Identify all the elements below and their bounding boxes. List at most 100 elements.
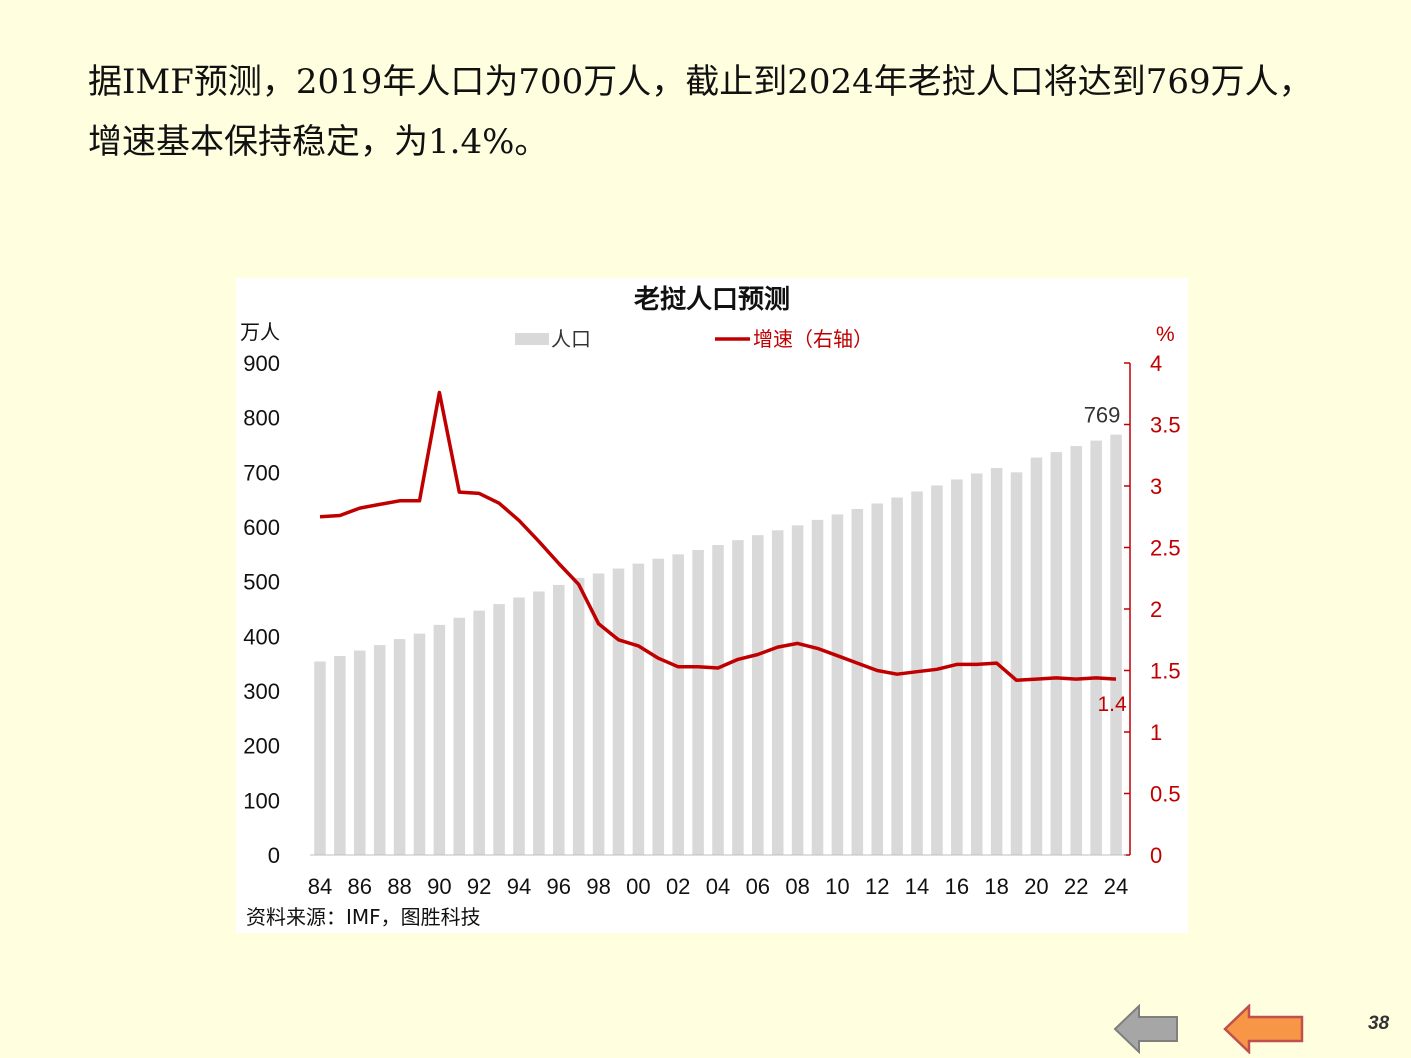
population-bar [752, 535, 764, 855]
population-bar [473, 610, 485, 855]
left-axis-unit: 万人 [240, 320, 280, 344]
population-bar [712, 545, 724, 855]
population-bar [1010, 472, 1023, 855]
right-axis-tick-label: 3 [1150, 474, 1162, 499]
left-axis-tick-label: 700 [243, 460, 280, 485]
x-axis-tick-label: 06 [746, 874, 770, 899]
x-axis-tick-label: 18 [984, 874, 1008, 899]
population-bar [433, 624, 446, 855]
last-bar-value-label: 769 [1084, 403, 1121, 428]
intro-text: 据IMF预测，2019年人口为700万人，截止到2024年老挝人口将达到769万… [88, 52, 1408, 172]
population-bar [334, 656, 346, 855]
population-bar [592, 573, 605, 855]
population-bar [572, 577, 585, 855]
orange-left-arrow-icon [1223, 1004, 1304, 1054]
population-bar [652, 558, 665, 855]
x-axis-tick-label: 98 [586, 874, 610, 899]
population-bar [513, 597, 525, 855]
x-axis-tick-label: 92 [467, 874, 491, 899]
intro-line-1: 据IMF预测，2019年人口为700万人，截止到2024年老挝人口将达到769万… [88, 62, 1313, 102]
population-bar [891, 497, 903, 855]
right-axis-tick-label: 3.5 [1150, 413, 1181, 438]
population-bar [692, 549, 704, 855]
population-bar [533, 591, 545, 855]
chart-svg: 老挝人口预测 万人 % 人口 增速（右轴） 010020030040050060… [240, 285, 1181, 929]
population-bar [1090, 440, 1102, 855]
x-axis-tick-label: 96 [547, 874, 571, 899]
left-axis-tick-label: 200 [243, 734, 280, 759]
population-bar [632, 563, 645, 855]
left-axis-tick-label: 800 [243, 406, 280, 431]
left-axis-ticks: 0 100 200 300 400 500 600 700 800 900 [243, 351, 280, 868]
source-note: 资料来源：IMF，图胜科技 [246, 905, 481, 929]
population-bars [314, 434, 1122, 855]
population-bar [353, 650, 366, 855]
population-bar [732, 540, 744, 855]
x-axis-tick-label: 16 [945, 874, 969, 899]
right-axis-tick-label: 4 [1150, 351, 1162, 376]
x-axis-tick-label: 08 [785, 874, 809, 899]
population-bar [1070, 446, 1083, 855]
population-bar [314, 661, 326, 855]
growth-rate-polyline [319, 390, 1117, 683]
population-bar [1110, 434, 1122, 855]
right-axis-tick-label: 1 [1150, 720, 1162, 745]
population-bar [413, 633, 426, 855]
growth-rate-line [319, 390, 1117, 683]
right-axis-tick-label: 2 [1150, 597, 1162, 622]
gray-left-arrow-icon [1113, 1004, 1178, 1054]
population-bar [1050, 452, 1063, 855]
population-bar [612, 568, 625, 855]
legend-line-label: 增速（右轴） [753, 327, 873, 351]
population-bar [1030, 457, 1043, 855]
last-rate-value-label: 1.4 [1097, 693, 1127, 716]
x-axis-tick-label: 90 [427, 874, 451, 899]
x-axis-tick-label: 14 [905, 874, 929, 899]
right-axis: 0 0.5 1 1.5 2 2.5 3 3.5 4 [1124, 351, 1181, 868]
population-bar [373, 645, 386, 855]
left-axis-tick-label: 0 [268, 843, 280, 868]
back-button[interactable] [1223, 1004, 1305, 1054]
chart-title: 老挝人口预测 [634, 285, 790, 315]
previous-slide-button[interactable] [1113, 1004, 1181, 1054]
left-axis-tick-label: 100 [243, 788, 280, 813]
population-bar [672, 554, 684, 855]
right-axis-tick-label: 1.5 [1150, 659, 1181, 684]
x-axis-tick-label: 24 [1104, 874, 1128, 899]
x-axis-tick-label: 86 [348, 874, 372, 899]
left-axis-tick-label: 900 [243, 351, 280, 376]
population-bar [453, 617, 466, 855]
left-axis-tick-label: 500 [243, 570, 280, 595]
population-chart: 老挝人口预测 万人 % 人口 增速（右轴） 0 100 200 300 400 500 60… [236, 278, 1188, 933]
legend: 人口 增速（右轴） [515, 327, 873, 351]
x-axis-tick-label: 10 [825, 874, 849, 899]
x-axis-ticks: 84 86 88 90 92 94 96 98 00 02 04 06 08 10 12 14 16 18 20 22… [308, 874, 1129, 899]
x-axis-tick-label: 84 [308, 874, 332, 899]
left-axis-tick-label: 400 [243, 624, 280, 649]
population-bar [553, 584, 565, 855]
x-axis-tick-label: 04 [706, 874, 730, 899]
page-number: 38 [1368, 1013, 1390, 1034]
right-axis-tick-label: 0 [1150, 843, 1162, 868]
population-bar [493, 604, 505, 855]
x-axis-tick-label: 00 [626, 874, 650, 899]
left-axis-tick-label: 300 [243, 679, 280, 704]
legend-bar-swatch [515, 333, 549, 345]
left-axis-tick-label: 600 [243, 515, 280, 540]
right-axis-unit: % [1156, 323, 1175, 346]
legend-bar-label: 人口 [551, 327, 591, 351]
intro-line-2: 增速基本保持稳定，为1.4%。 [88, 122, 549, 162]
x-axis-tick-label: 02 [666, 874, 690, 899]
population-bar [871, 503, 883, 855]
right-axis-tick-label: 0.5 [1150, 782, 1181, 807]
population-bar [831, 514, 844, 855]
x-axis-tick-label: 94 [507, 874, 531, 899]
x-axis-tick-label: 20 [1024, 874, 1048, 899]
population-bar [771, 530, 784, 855]
x-axis-tick-label: 88 [387, 874, 411, 899]
population-bar [791, 525, 804, 855]
population-bar [951, 479, 963, 855]
x-axis-tick-label: 12 [865, 874, 889, 899]
population-bar [393, 639, 406, 855]
right-axis-tick-label: 2.5 [1150, 536, 1181, 561]
